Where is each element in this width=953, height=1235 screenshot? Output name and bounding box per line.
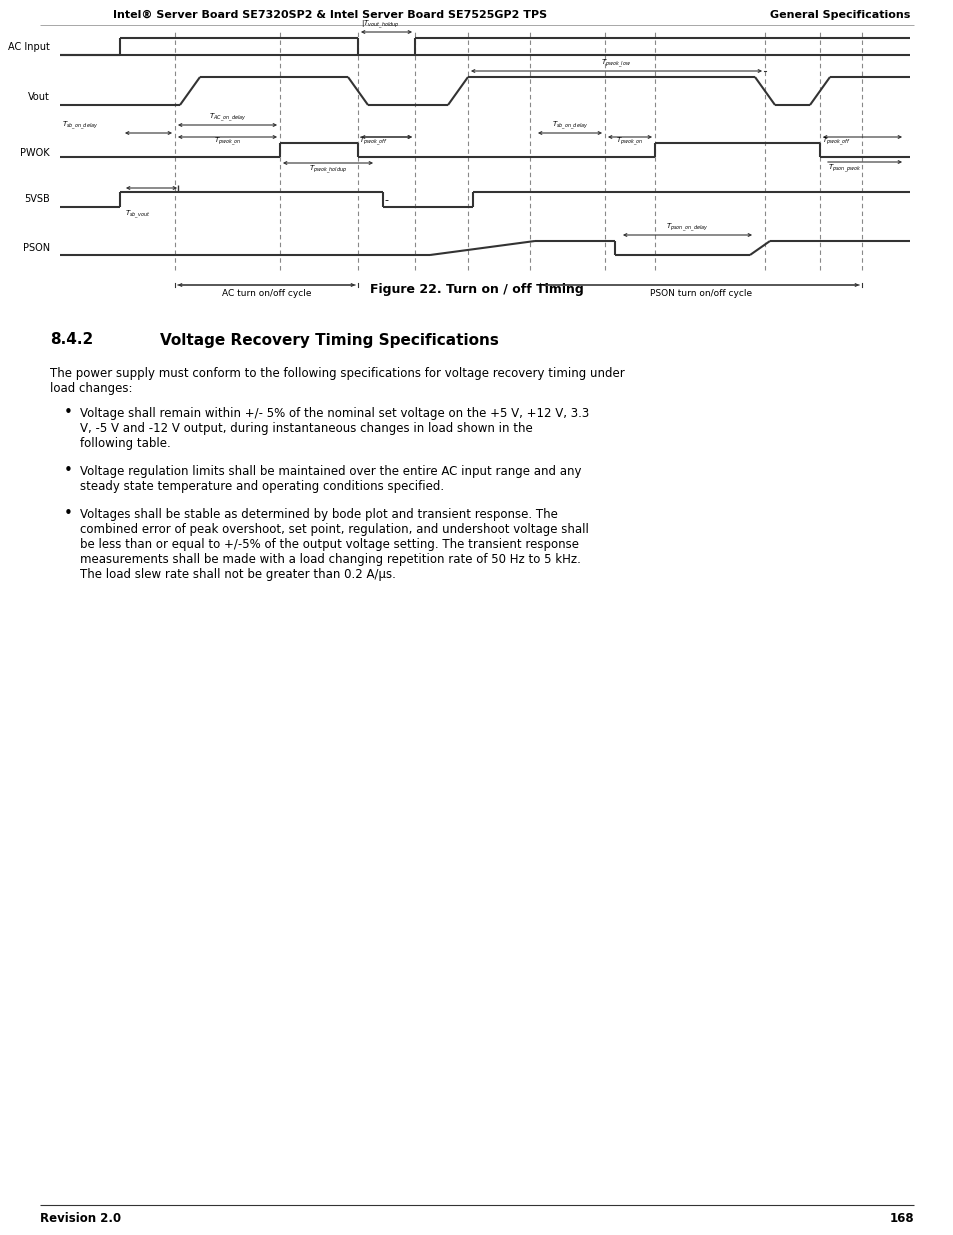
Text: Figure 22. Turn on / off Timing: Figure 22. Turn on / off Timing xyxy=(370,284,583,296)
Text: $T_{pwok\_low}$: $T_{pwok\_low}$ xyxy=(600,58,631,70)
Text: •: • xyxy=(64,405,72,420)
Text: 168: 168 xyxy=(888,1213,913,1225)
Text: PSON: PSON xyxy=(23,243,50,253)
Text: The load slew rate shall not be greater than 0.2 A/μs.: The load slew rate shall not be greater … xyxy=(80,568,395,580)
Text: $T_{pwok\_on}$: $T_{pwok\_on}$ xyxy=(616,136,643,148)
Text: AC turn on/off cycle: AC turn on/off cycle xyxy=(221,289,311,298)
Text: $T_{sb\_on\_delay}$: $T_{sb\_on\_delay}$ xyxy=(62,120,98,132)
Text: PSON turn on/off cycle: PSON turn on/off cycle xyxy=(649,289,751,298)
Text: 5VSB: 5VSB xyxy=(24,194,50,205)
Text: $T_{AC\_on\_delay}$: $T_{AC\_on\_delay}$ xyxy=(209,112,246,124)
Text: -: - xyxy=(384,195,388,205)
Text: $T_{pwok\_holdup}$: $T_{pwok\_holdup}$ xyxy=(309,164,347,177)
Text: $T_{pson\_on\_delay}$: $T_{pson\_on\_delay}$ xyxy=(665,222,708,235)
Text: Intel® Server Board SE7320SP2 & Intel Server Board SE7525GP2 TPS: Intel® Server Board SE7320SP2 & Intel Se… xyxy=(112,10,546,20)
Text: The power supply must conform to the following specifications for voltage recove: The power supply must conform to the fol… xyxy=(50,367,624,380)
Text: $T_{pson\_pwok}$: $T_{pson\_pwok}$ xyxy=(827,163,861,175)
Text: 8.4.2: 8.4.2 xyxy=(50,332,93,347)
Text: combined error of peak overshoot, set point, regulation, and undershoot voltage : combined error of peak overshoot, set po… xyxy=(80,522,588,536)
Text: •: • xyxy=(64,463,72,478)
Text: $T_{sb\_vout}$: $T_{sb\_vout}$ xyxy=(125,209,151,221)
Text: Revision 2.0: Revision 2.0 xyxy=(40,1213,121,1225)
Text: $|T_{vout\_holdup}$: $|T_{vout\_holdup}$ xyxy=(360,19,399,31)
Text: $T_{pwok\_on}$: $T_{pwok\_on}$ xyxy=(213,136,241,148)
Text: V, -5 V and -12 V output, during instantaneous changes in load shown in the: V, -5 V and -12 V output, during instant… xyxy=(80,422,532,435)
Text: Vout: Vout xyxy=(28,91,50,103)
Text: measurements shall be made with a load changing repetition rate of 50 Hz to 5 kH: measurements shall be made with a load c… xyxy=(80,553,580,566)
Text: load changes:: load changes: xyxy=(50,382,132,395)
Text: Voltage Recovery Timing Specifications: Voltage Recovery Timing Specifications xyxy=(160,332,498,347)
Text: $T_{pwok\_off}$: $T_{pwok\_off}$ xyxy=(358,136,387,148)
Text: Voltages shall be stable as determined by bode plot and transient response. The: Voltages shall be stable as determined b… xyxy=(80,508,558,521)
Text: Voltage shall remain within +/- 5% of the nominal set voltage on the +5 V, +12 V: Voltage shall remain within +/- 5% of th… xyxy=(80,408,589,420)
Text: steady state temperature and operating conditions specified.: steady state temperature and operating c… xyxy=(80,480,444,493)
Text: $T_{sb\_on\_delay}$: $T_{sb\_on\_delay}$ xyxy=(551,120,588,132)
Text: AC Input: AC Input xyxy=(9,42,50,52)
Text: General Specifications: General Specifications xyxy=(769,10,909,20)
Text: be less than or equal to +/-5% of the output voltage setting. The transient resp: be less than or equal to +/-5% of the ou… xyxy=(80,538,578,551)
Text: PWOK: PWOK xyxy=(20,148,50,158)
Text: following table.: following table. xyxy=(80,437,171,450)
Text: $T_{pwok\_off}$: $T_{pwok\_off}$ xyxy=(821,136,850,148)
Text: Voltage regulation limits shall be maintained over the entire AC input range and: Voltage regulation limits shall be maint… xyxy=(80,466,581,478)
Text: •: • xyxy=(64,506,72,521)
